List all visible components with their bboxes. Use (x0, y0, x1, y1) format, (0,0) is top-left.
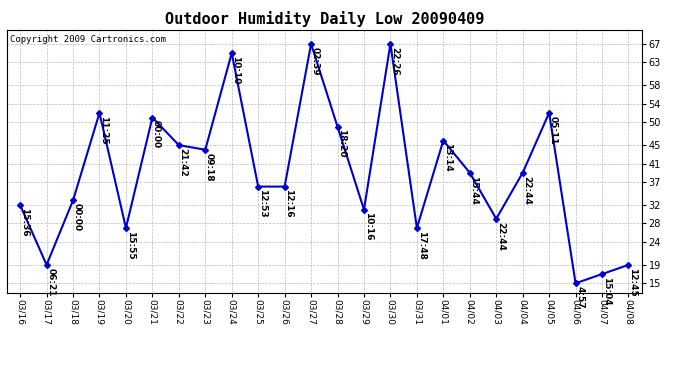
Text: 22:26: 22:26 (390, 46, 399, 75)
Text: 15:36: 15:36 (20, 208, 29, 236)
Text: 22:44: 22:44 (496, 222, 505, 251)
Text: Copyright 2009 Cartronics.com: Copyright 2009 Cartronics.com (10, 35, 166, 44)
Text: 21:42: 21:42 (179, 148, 188, 177)
Text: 15:04: 15:04 (602, 277, 611, 306)
Text: 15:55: 15:55 (126, 231, 135, 260)
Text: 06:21: 06:21 (46, 268, 55, 296)
Text: 15:44: 15:44 (469, 176, 478, 204)
Text: 18:20: 18:20 (337, 129, 346, 158)
Text: 05:11: 05:11 (549, 116, 558, 144)
Text: 10:10: 10:10 (231, 56, 240, 84)
Text: 00:00: 00:00 (72, 203, 81, 231)
Text: 17:48: 17:48 (417, 231, 426, 260)
Text: 22:44: 22:44 (522, 176, 531, 204)
Text: 12:53: 12:53 (258, 189, 267, 218)
Text: 00:00: 00:00 (152, 120, 161, 148)
Text: 09:18: 09:18 (205, 153, 214, 181)
Text: 10:16: 10:16 (364, 212, 373, 241)
Text: 13:14: 13:14 (443, 143, 452, 172)
Text: 12:16: 12:16 (284, 189, 293, 218)
Text: 4:57: 4:57 (575, 286, 584, 309)
Text: 12:45: 12:45 (628, 268, 637, 296)
Title: Outdoor Humidity Daily Low 20090409: Outdoor Humidity Daily Low 20090409 (165, 12, 484, 27)
Text: 02:39: 02:39 (310, 46, 319, 75)
Text: 11:25: 11:25 (99, 116, 108, 144)
